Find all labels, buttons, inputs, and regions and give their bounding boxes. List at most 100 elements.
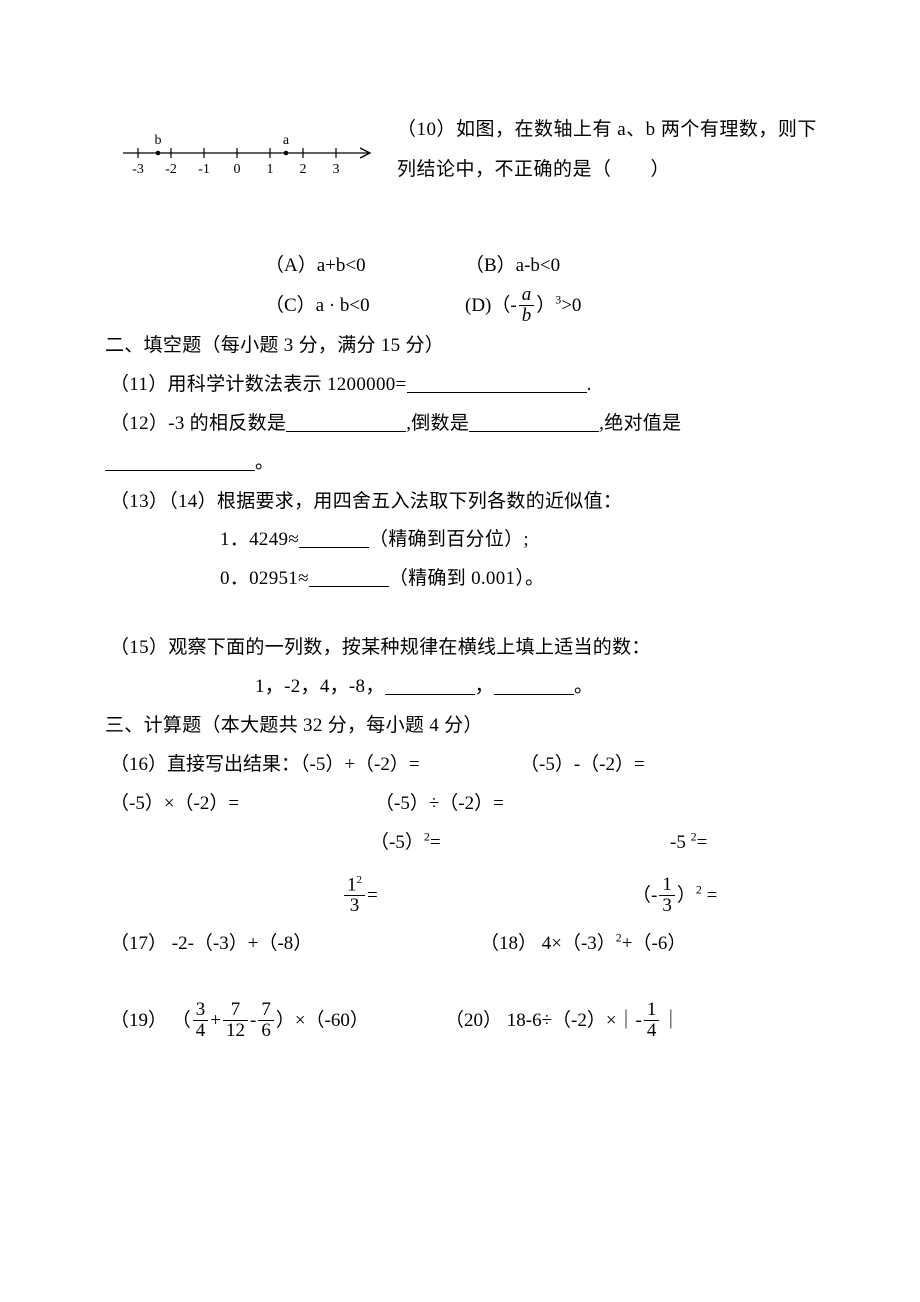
q16-r2c2: （-5）÷（-2）= xyxy=(375,785,504,824)
q12-end: 。 xyxy=(255,452,274,473)
q19-plus1: + xyxy=(210,1010,221,1031)
q15-seq: 1，-2，4，-8，，。 xyxy=(105,668,820,707)
q19-minus: - xyxy=(250,1010,256,1031)
q10-stem: （10）如图，在数轴上有 a、b 两个有理数，则下 列结论中，不正确的是（ ） xyxy=(397,110,820,190)
q20-num: 1 xyxy=(644,1000,660,1020)
q16-frac2: （-13）2 = xyxy=(632,869,717,922)
q16-r2c1: （-5）×（-2）= xyxy=(110,785,375,824)
r3c2-pre: -5 xyxy=(670,832,691,853)
q15-seq-pre: 1，-2，4，-8， xyxy=(255,676,385,697)
svg-text:-2: -2 xyxy=(165,162,177,177)
blank xyxy=(469,410,599,432)
q16-row3: （-5）2= -5 2= xyxy=(105,824,820,863)
q19-close: ）×（-60） xyxy=(276,1010,369,1031)
section2-title: 二、填空题（每小题 3 分，满分 15 分） xyxy=(105,327,820,366)
frac2-pre: （- xyxy=(632,885,657,906)
q16-row1: （16）直接写出结果：（-5）+（-2）= （-5）-（-2）= xyxy=(105,746,820,785)
q18: （18） 4×（-3）2+（-6） xyxy=(480,922,686,966)
q10-row: -3 -2 -1 0 1 2 3 b a （10）如图，在数轴上有 a、b 两个… xyxy=(105,110,820,190)
frac1-eq: = xyxy=(367,885,378,906)
q16-r3c1: （-5）2= xyxy=(370,824,670,863)
q15-head: （15）观察下面的一列数，按某种规律在横线上填上适当的数： xyxy=(105,629,820,668)
q20: （20） 18-6÷（-2）×｜-14｜ xyxy=(445,996,680,1045)
blank xyxy=(309,565,389,587)
blank xyxy=(286,410,406,432)
q10-line2: 列结论中，不正确的是（ ） xyxy=(397,150,820,190)
svg-text:-1: -1 xyxy=(198,162,210,177)
q19-t1: 34 xyxy=(193,1000,209,1041)
q12-line2: 。 xyxy=(105,444,820,483)
q12-mid2: ,绝对值是 xyxy=(599,413,681,434)
q19-t2: 712 xyxy=(223,1000,248,1041)
q19: （19） （34+712-76）×（-60） xyxy=(110,996,445,1045)
svg-text:3: 3 xyxy=(333,162,340,177)
q16-r1c2: （-5）-（-2）= xyxy=(520,746,645,785)
frac1-num-exp: 2 xyxy=(357,874,363,886)
q19-t2n: 7 xyxy=(223,1000,248,1020)
svg-text:b: b xyxy=(155,133,162,148)
q16-fracrow: 12 3 = （-13）2 = xyxy=(105,869,820,922)
frac1-num: 12 xyxy=(344,875,365,895)
q11: （11）用科学计数法表示 1200000=. xyxy=(105,366,820,405)
q10-line1: （10）如图，在数轴上有 a、b 两个有理数，则下 xyxy=(397,110,820,150)
blank xyxy=(494,673,574,695)
q1314-l1-post: （精确到百分位）; xyxy=(369,529,529,550)
frac1-num-base: 1 xyxy=(347,874,357,895)
q11-pre: （11）用科学计数法表示 1200000= xyxy=(110,374,407,395)
q19-t2d: 12 xyxy=(223,1020,248,1041)
q19-t3n: 7 xyxy=(258,1000,274,1020)
q17-18: （17） -2-（-3）+（-8） （18） 4×（-3）2+（-6） xyxy=(105,922,820,966)
frac2-den: 3 xyxy=(659,895,675,916)
opt-d-tail: >0 xyxy=(561,295,581,316)
q1314-l2-pre: 0．02951≈ xyxy=(220,568,309,589)
r3c1-post: = xyxy=(430,832,441,853)
section3-title: 三、计算题（本大题共 32 分，每小题 4 分） xyxy=(105,707,820,746)
q16-row2: （-5）×（-2）= （-5）÷（-2）= xyxy=(105,785,820,824)
q19-t1n: 3 xyxy=(193,1000,209,1020)
q16-r3c2: -5 2= xyxy=(670,824,707,863)
svg-text:-3: -3 xyxy=(132,162,144,177)
q10-opt-b: （B）a-b<0 xyxy=(465,246,560,286)
q18-post: +（-6） xyxy=(622,933,687,954)
q16-frac1: 12 3 = xyxy=(105,869,632,922)
q12-mid1: ,倒数是 xyxy=(406,413,469,434)
q10-opt-a: （A）a+b<0 xyxy=(265,246,465,286)
q1314-l2: 0．02951≈ （精确到 0.001）。 xyxy=(105,560,820,599)
svg-text:a: a xyxy=(283,133,290,148)
blank xyxy=(407,371,587,393)
svg-text:0: 0 xyxy=(234,162,241,177)
q10-opt-c: （C）a · b<0 xyxy=(265,286,465,327)
opt-d-pre: (D)（- xyxy=(465,295,517,316)
q10-opt-d: (D)（-ab）3>0 xyxy=(465,286,581,327)
q11-post: . xyxy=(587,374,592,395)
frac2-post: ） xyxy=(677,885,696,906)
page: -3 -2 -1 0 1 2 3 b a （10）如图，在数轴上有 a、b 两个… xyxy=(0,0,920,1045)
q17: （17） -2-（-3）+（-8） xyxy=(110,922,480,966)
q15-seq-mid: ， xyxy=(475,676,494,697)
blank xyxy=(105,449,255,471)
opt-d-frac: ab xyxy=(519,285,535,326)
q1314-l1-pre: 1．4249≈ xyxy=(220,529,299,550)
frac2: 13 xyxy=(659,875,675,916)
number-line-icon: -3 -2 -1 0 1 2 3 b a xyxy=(118,128,383,178)
q20-post: ｜ xyxy=(661,1010,680,1031)
q20-frac: 14 xyxy=(644,1000,660,1041)
q1314-l2-post: （精确到 0.001）。 xyxy=(389,568,545,589)
opt-d-post: ） xyxy=(536,295,555,316)
blank xyxy=(385,673,475,695)
q19-t1d: 4 xyxy=(193,1020,209,1041)
svg-text:2: 2 xyxy=(300,162,307,177)
q1314-l1: 1．4249≈ （精确到百分位）; xyxy=(105,521,820,560)
q16-r1c1: （16）直接写出结果：（-5）+（-2）= xyxy=(110,746,520,785)
opt-d-den: b xyxy=(519,305,535,326)
q20-den: 4 xyxy=(644,1020,660,1041)
q10-options: （A）a+b<0 （B）a-b<0 （C）a · b<0 (D)（-ab）3>0 xyxy=(265,246,820,327)
q12: （12）-3 的相反数是 ,倒数是 ,绝对值是 xyxy=(105,405,820,444)
frac2-eq: = xyxy=(702,885,717,906)
frac1: 12 3 xyxy=(344,875,365,916)
opt-d-num: a xyxy=(519,285,535,305)
blank xyxy=(299,527,369,549)
q19-t3d: 6 xyxy=(258,1020,274,1041)
q20-pre: （20） 18-6÷（-2）×｜- xyxy=(445,1010,642,1031)
q12-pre: （12）-3 的相反数是 xyxy=(110,413,286,434)
